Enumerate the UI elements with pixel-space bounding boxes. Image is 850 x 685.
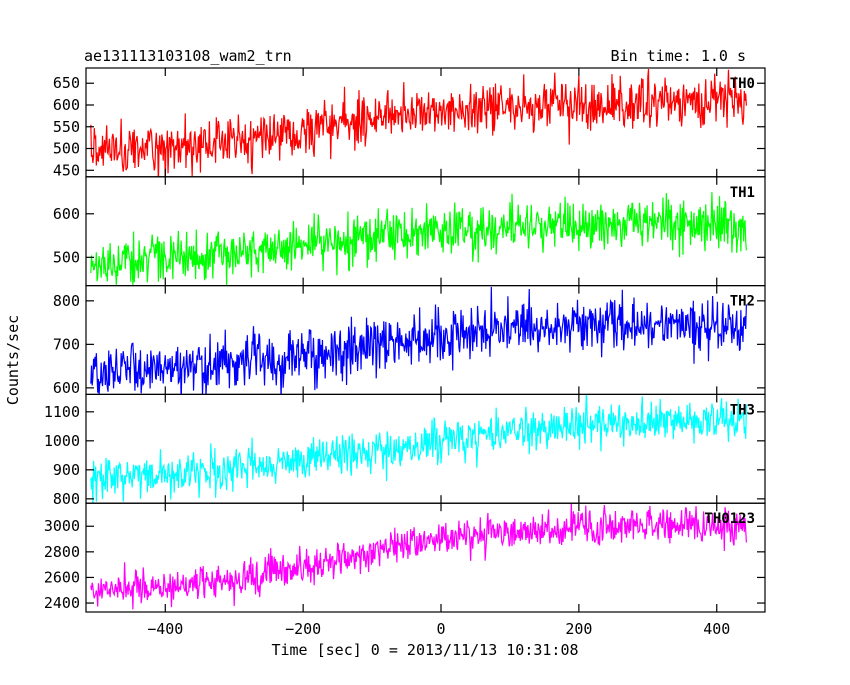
panel-label: TH1 [730, 185, 755, 201]
series-line-th3 [90, 394, 747, 504]
y-tick-label: 800 [53, 490, 80, 508]
y-tick-label: 500 [53, 248, 80, 266]
series-line-th0123 [90, 503, 747, 610]
panel-label: TH0123 [704, 511, 755, 527]
y-tick-label: 2600 [44, 568, 80, 586]
panels-layer: 450 500 550 600 650 TH0 500 600 TH1 600 700 800 TH2 8… [44, 67, 766, 638]
x-tick-label: 200 [565, 620, 592, 638]
y-tick-label: 800 [53, 292, 80, 310]
panel-th2: 600 700 800 TH2 [53, 285, 766, 397]
x-tick-label: 400 [703, 620, 730, 638]
y-tick-label: 650 [53, 74, 80, 92]
x-tick-label: −200 [285, 620, 321, 638]
panel-th3: 800 900 1000 1100 TH3 [44, 393, 766, 508]
series-line-th2 [90, 286, 747, 395]
panel-frame [85, 393, 766, 504]
x-tick-label: 0 [436, 620, 445, 638]
y-tick-label: 2800 [44, 543, 80, 561]
y-tick-label: 2400 [44, 594, 80, 612]
y-tick-label: 1100 [44, 403, 80, 421]
panel-th0: 450 500 550 600 650 TH0 [53, 67, 766, 179]
y-tick-label: 550 [53, 118, 80, 136]
y-axis-title: Counts/sec [4, 315, 22, 405]
panel-label: TH3 [730, 402, 755, 418]
y-tick-label: 500 [53, 140, 80, 158]
y-tick-label: 700 [53, 335, 80, 353]
panel-th0123: 2400 2600 2800 3000 TH0123 [44, 502, 766, 613]
panel-frame [85, 502, 766, 613]
panel-label: TH2 [730, 294, 755, 310]
series-line-th1 [90, 192, 747, 286]
chart-title: ae131113103108_wam2_trn [84, 47, 292, 65]
y-tick-label: 600 [53, 379, 80, 397]
y-tick-label: 1000 [44, 432, 80, 450]
y-tick-label: 600 [53, 205, 80, 223]
panel-th1: 500 600 TH1 [53, 176, 766, 287]
series-line-th0 [90, 68, 747, 177]
y-tick-label: 450 [53, 161, 80, 179]
y-tick-label: 900 [53, 461, 80, 479]
panel-label: TH0 [730, 76, 755, 92]
x-axis-title: Time [sec] 0 = 2013/11/13 10:31:08 [271, 641, 578, 659]
y-tick-label: 3000 [44, 517, 80, 535]
y-tick-label: 600 [53, 96, 80, 114]
x-tick-label: −400 [147, 620, 183, 638]
bin-time-label: Bin time: 1.0 s [611, 47, 746, 65]
